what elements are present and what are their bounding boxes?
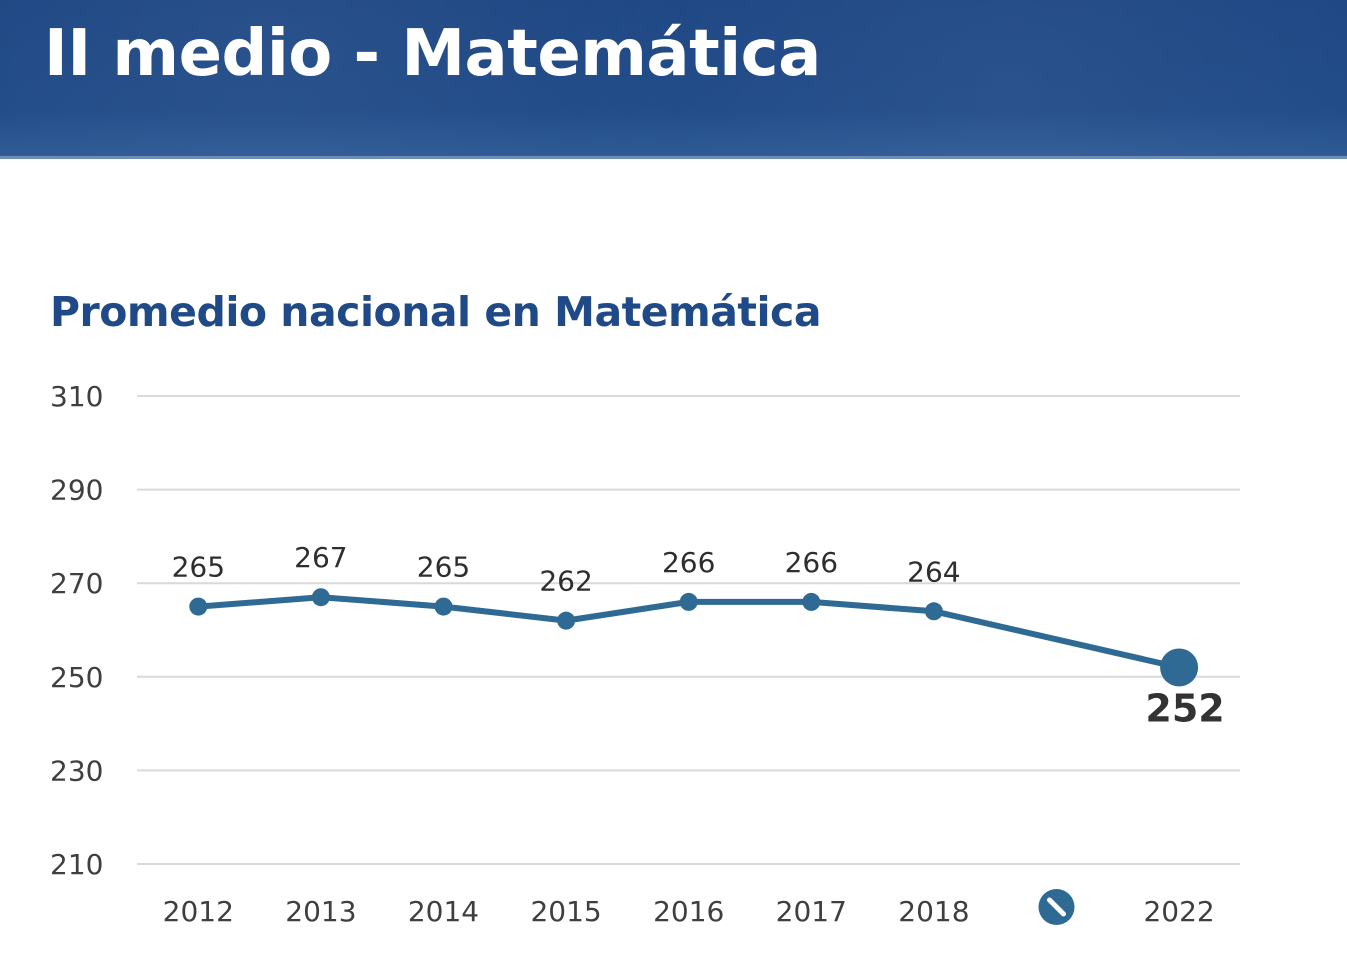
data-point-2018 xyxy=(924,602,943,621)
data-point-2017 xyxy=(802,592,821,611)
x-tick-label-2018: 2018 xyxy=(898,895,969,928)
y-tick-label-290: 290 xyxy=(50,474,103,507)
x-tick-label-2012: 2012 xyxy=(163,895,234,928)
y-tick-label-310: 310 xyxy=(50,380,103,413)
data-label-2012: 265 xyxy=(172,551,225,584)
series-line xyxy=(195,594,1183,671)
grid-lines xyxy=(137,395,1240,865)
y-tick-label-250: 250 xyxy=(50,661,103,694)
data-points xyxy=(189,588,1199,687)
data-label-2013: 267 xyxy=(294,541,347,574)
data-label-2022: 252 xyxy=(1145,686,1224,730)
x-tick-label-2016: 2016 xyxy=(653,895,724,928)
data-point-2012 xyxy=(189,597,208,616)
chart-title: Promedio nacional en Matemática xyxy=(50,288,822,336)
y-axis-ticks: 210 230 250 270 290 310 xyxy=(50,380,103,881)
x-tick-label-2015: 2015 xyxy=(530,895,601,928)
data-label-2018: 264 xyxy=(907,555,960,588)
data-label-2016: 266 xyxy=(662,546,715,579)
y-tick-label-270: 270 xyxy=(50,567,103,600)
x-axis-ticks: 2012 2013 2014 2015 2016 2017 2018 2022 xyxy=(163,889,1215,928)
page-title: II medio - Matemática xyxy=(44,17,821,91)
header-banner: II medio - Matemática xyxy=(0,0,1347,159)
data-point-2022 xyxy=(1160,648,1199,687)
x-tick-label-2022: 2022 xyxy=(1143,895,1214,928)
data-point-2014 xyxy=(434,597,453,616)
x-tick-label-2017: 2017 xyxy=(776,895,847,928)
data-label-2014: 265 xyxy=(417,551,470,584)
data-label-2015: 262 xyxy=(539,565,592,598)
data-label-2017: 266 xyxy=(785,546,838,579)
y-tick-label-230: 230 xyxy=(50,754,103,787)
no-data-icon xyxy=(1038,889,1075,925)
data-point-2015 xyxy=(557,611,576,630)
x-tick-label-2014: 2014 xyxy=(408,895,479,928)
data-labels: 265 267 265 262 266 266 264 252 xyxy=(172,541,1225,730)
series-polyline xyxy=(195,594,1183,671)
data-point-2016 xyxy=(679,592,698,611)
data-point-2013 xyxy=(311,588,330,607)
x-tick-label-2013: 2013 xyxy=(285,895,356,928)
y-tick-label-210: 210 xyxy=(50,848,103,881)
